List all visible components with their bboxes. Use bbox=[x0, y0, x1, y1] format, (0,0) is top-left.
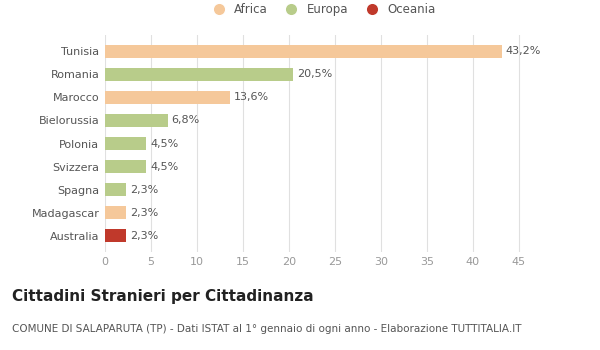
Text: COMUNE DI SALAPARUTA (TP) - Dati ISTAT al 1° gennaio di ogni anno - Elaborazione: COMUNE DI SALAPARUTA (TP) - Dati ISTAT a… bbox=[12, 324, 521, 334]
Text: 2,3%: 2,3% bbox=[130, 208, 158, 218]
Text: Cittadini Stranieri per Cittadinanza: Cittadini Stranieri per Cittadinanza bbox=[12, 289, 314, 304]
Text: 20,5%: 20,5% bbox=[297, 69, 332, 79]
Text: 6,8%: 6,8% bbox=[171, 116, 199, 125]
Text: 2,3%: 2,3% bbox=[130, 185, 158, 195]
Bar bbox=[105, 68, 293, 80]
Bar bbox=[105, 91, 230, 104]
Text: 43,2%: 43,2% bbox=[506, 46, 541, 56]
Text: 2,3%: 2,3% bbox=[130, 231, 158, 241]
Bar bbox=[105, 160, 146, 173]
Text: 13,6%: 13,6% bbox=[233, 92, 269, 102]
Bar bbox=[105, 206, 126, 219]
Bar bbox=[105, 230, 126, 242]
Bar bbox=[105, 137, 146, 150]
Bar bbox=[105, 114, 167, 127]
Bar bbox=[105, 183, 126, 196]
Text: 4,5%: 4,5% bbox=[150, 162, 178, 172]
Bar bbox=[105, 45, 502, 57]
Legend: Africa, Europa, Oceania: Africa, Europa, Oceania bbox=[202, 0, 440, 20]
Text: 4,5%: 4,5% bbox=[150, 139, 178, 148]
